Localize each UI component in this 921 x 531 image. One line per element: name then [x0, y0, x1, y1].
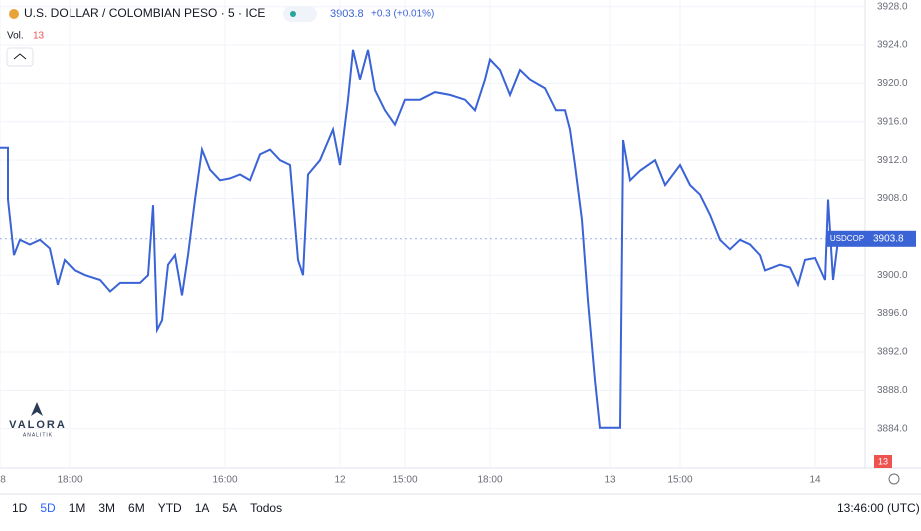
- logo-name: VALORA: [9, 419, 67, 431]
- x-tick-label: 16:00: [212, 475, 237, 486]
- y-tick-label: 3888.0: [877, 385, 908, 396]
- x-tick-label: 12: [334, 475, 346, 486]
- y-tick-label: 3884.0: [877, 423, 908, 434]
- x-tick-label: 18:00: [57, 475, 82, 486]
- x-tick-label: 18:00: [477, 475, 502, 486]
- price-change: +0.3 (+0.01%): [371, 9, 434, 20]
- price-tag: [868, 230, 916, 247]
- range-button[interactable]: 1D: [12, 501, 28, 515]
- x-tick-label: 14: [809, 475, 821, 486]
- price-tag-label: 3903.8: [873, 233, 904, 244]
- y-tick-label: 3924.0: [877, 40, 908, 51]
- y-tick-label: 3920.0: [877, 78, 908, 89]
- last-price: 3903.8: [330, 8, 364, 20]
- range-button[interactable]: YTD: [158, 501, 182, 515]
- range-button[interactable]: 1A: [195, 501, 210, 515]
- collapse-button[interactable]: [6, 47, 34, 67]
- y-tick-label: 3892.0: [877, 347, 908, 358]
- y-tick-label: 3908.0: [877, 193, 908, 204]
- status-dot: [290, 11, 296, 17]
- settings-icon[interactable]: [888, 473, 900, 485]
- range-button[interactable]: 1M: [69, 501, 86, 515]
- range-button[interactable]: 3M: [98, 501, 115, 515]
- range-button[interactable]: 5D: [40, 501, 56, 515]
- volume-label: Vol.: [7, 31, 24, 42]
- volume-tag-value: 13: [878, 456, 888, 466]
- logo-mark: [31, 402, 43, 416]
- range-button[interactable]: 5A: [222, 501, 237, 515]
- clock: 13:46:00 (UTC): [837, 501, 920, 515]
- logo-tagline: ANALITIK: [23, 432, 53, 438]
- status-pill: [283, 6, 317, 22]
- x-tick-label: 15:00: [667, 475, 692, 486]
- volume-tag: [874, 455, 892, 468]
- x-tick-label: 13: [604, 475, 616, 486]
- price-line: [0, 49, 846, 429]
- symbol-tag: [826, 230, 868, 247]
- volume-value: 13: [33, 31, 45, 42]
- range-button[interactable]: 6M: [128, 501, 145, 515]
- symbol-title: U.S. DOLLAR / COLOMBIAN PESO · 5 · ICE: [24, 6, 265, 20]
- x-tick-label: 8: [0, 475, 6, 486]
- y-tick-label: 3900.0: [877, 270, 908, 281]
- symbol-tag-label: USDCOP: [830, 234, 864, 243]
- y-tick-label: 3912.0: [877, 155, 908, 166]
- collapse-icon: [13, 53, 27, 60]
- symbol-icon: [9, 9, 19, 19]
- y-tick-label: 3928.0: [877, 1, 908, 12]
- x-tick-label: 15:00: [392, 475, 417, 486]
- y-tick-label: 3896.0: [877, 308, 908, 319]
- y-tick-label: 3916.0: [877, 116, 908, 127]
- range-button[interactable]: Todos: [250, 501, 282, 515]
